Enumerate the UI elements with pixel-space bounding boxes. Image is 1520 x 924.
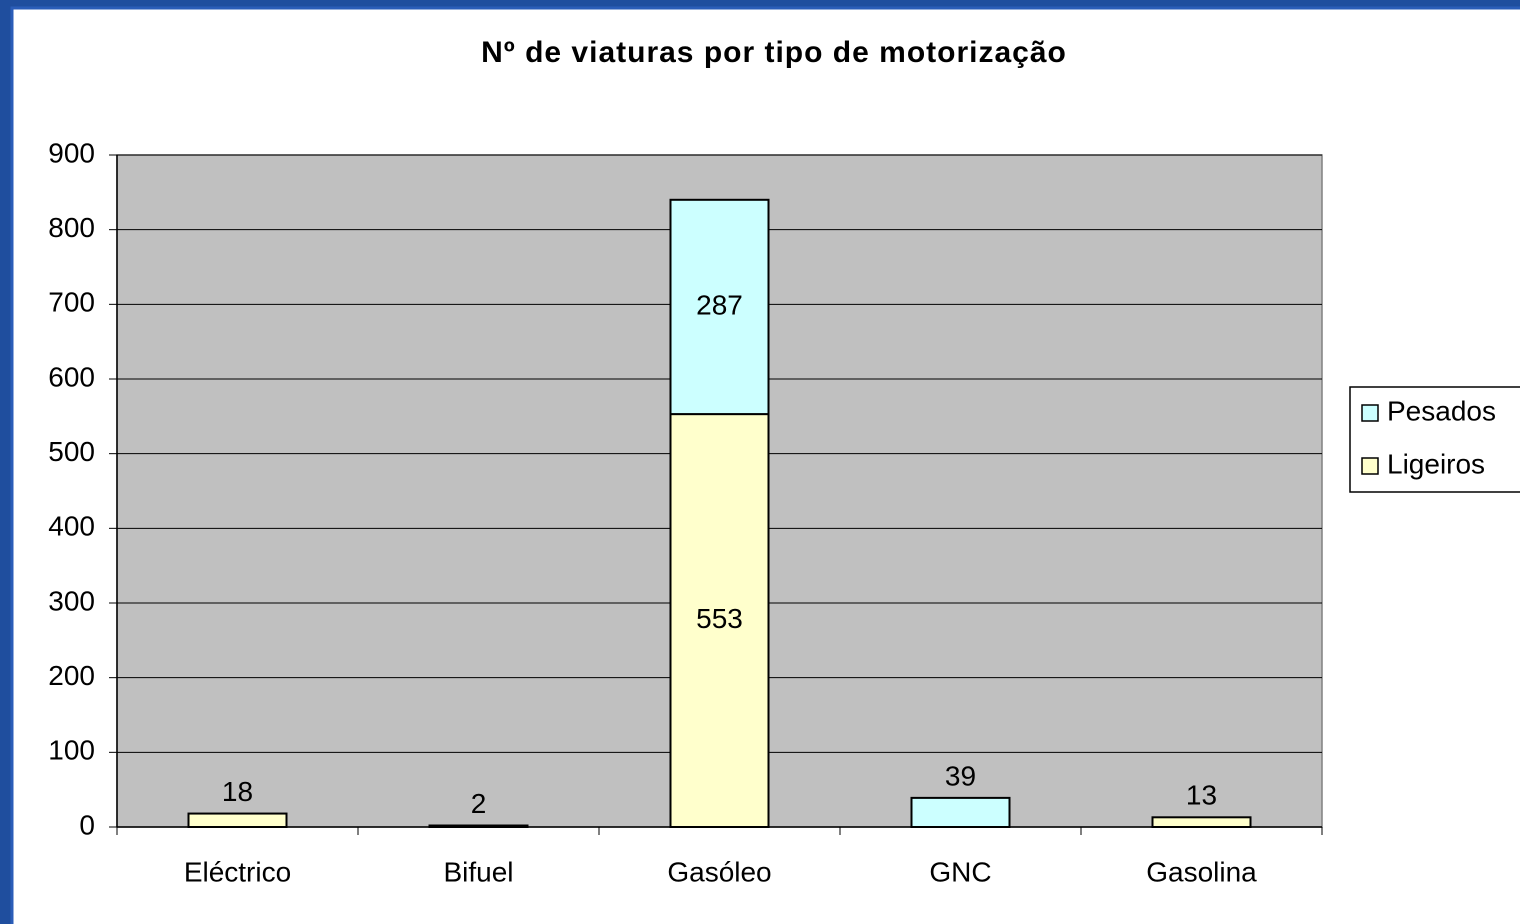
y-tick-label: 600: [48, 361, 95, 392]
legend-label: Ligeiros: [1387, 448, 1485, 479]
bar-segment: [669, 198, 770, 416]
y-tick-label: 100: [48, 735, 95, 766]
data-label: 553: [696, 603, 743, 634]
y-tick-label: 400: [48, 511, 95, 542]
chart-title: Nº de viaturas por tipo de motorização: [481, 36, 1067, 69]
x-tick-label: GNC: [929, 856, 991, 887]
y-tick-label: 300: [48, 585, 95, 616]
legend-swatch: [1361, 457, 1379, 475]
data-label: 39: [945, 760, 976, 791]
bar-segment: [187, 812, 288, 828]
data-label: 2: [471, 788, 487, 819]
legend-label: Pesados: [1387, 395, 1496, 426]
y-tick-label: 0: [79, 809, 95, 840]
y-tick-label: 700: [48, 287, 95, 318]
y-tick-label: 900: [48, 137, 95, 168]
data-label: 287: [696, 289, 743, 320]
y-tick-label: 500: [48, 436, 95, 467]
bar-segment: [910, 796, 1011, 829]
x-tick-label: Bifuel: [443, 856, 513, 887]
data-label: 13: [1186, 780, 1217, 811]
x-tick-label: Gasolina: [1146, 856, 1257, 887]
bar-segment: [669, 413, 770, 828]
x-tick-label: Eléctrico: [184, 856, 291, 887]
legend-swatch: [1361, 404, 1379, 422]
data-label: 18: [222, 776, 253, 807]
bar-segment: [428, 824, 529, 828]
y-tick-label: 800: [48, 212, 95, 243]
x-tick-label: Gasóleo: [667, 856, 771, 887]
bar-segment: [1151, 816, 1252, 829]
y-tick-label: 200: [48, 660, 95, 691]
